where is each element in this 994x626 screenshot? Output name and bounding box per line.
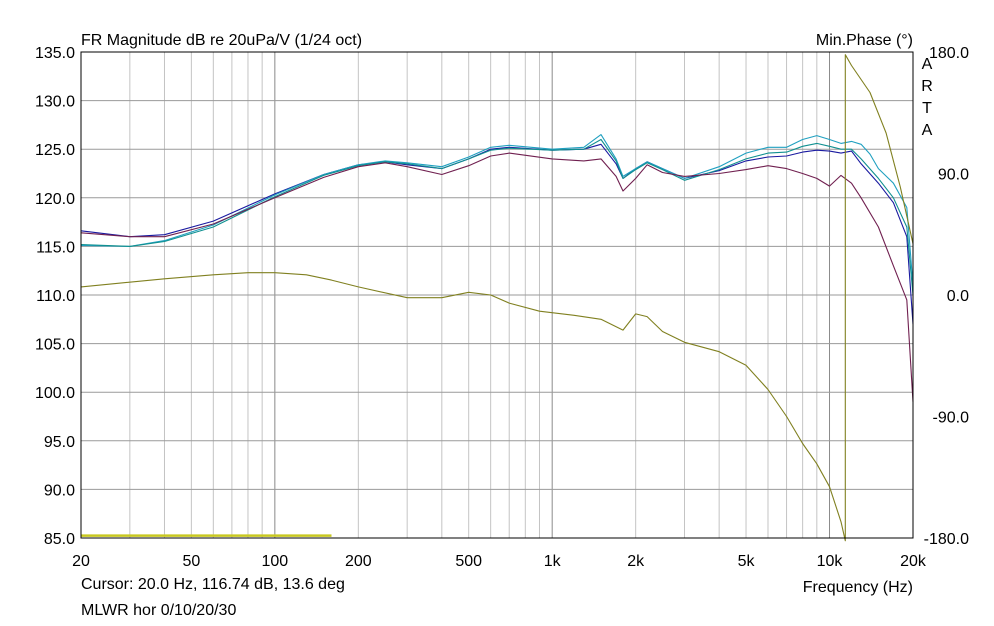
- watermark-letter: T: [922, 100, 932, 117]
- watermark-letter: R: [921, 78, 933, 95]
- y-tick-label: 105.0: [35, 337, 75, 354]
- watermark-letter: A: [922, 56, 933, 73]
- y-tick-label: 135.0: [35, 45, 75, 62]
- series-layer: [80, 54, 914, 542]
- series-line-2: [80, 134, 914, 286]
- y2-tick-label: 180.0: [929, 45, 969, 62]
- y2-tick-label: 0.0: [947, 288, 969, 305]
- watermark-letter: A: [922, 122, 933, 139]
- plot-frame: [80, 51, 914, 539]
- y-tick-label: 110.0: [36, 288, 75, 305]
- x-tick-label: 20: [72, 553, 90, 570]
- y2-tick-labels: 180.0 90.0 0.0 -90.0 -180.0: [924, 45, 969, 548]
- y2-tick-label: 90.0: [938, 167, 969, 184]
- x-tick-label: 1k: [544, 553, 562, 570]
- x-tick-label: 2k: [627, 553, 645, 570]
- y-tick-label: 95.0: [44, 434, 75, 451]
- x-tick-label: 100: [261, 553, 288, 570]
- y2-tick-label: -180.0: [924, 531, 969, 548]
- y-tick-label: 85.0: [44, 531, 75, 548]
- y-tick-label: 120.0: [35, 191, 75, 208]
- y-tick-label: 100.0: [35, 385, 75, 402]
- x-tick-label: 10k: [817, 553, 844, 570]
- y2-tick-label: -90.0: [933, 410, 970, 427]
- series-line-5: [80, 54, 914, 542]
- chart-title: FR Magnitude dB re 20uPa/V (1/24 oct): [81, 32, 362, 49]
- measurement-label: MLWR hor 0/10/20/30: [81, 602, 237, 619]
- x-axis-label: Frequency (Hz): [803, 579, 913, 596]
- x-tick-labels: 20 50 100 200 500 1k 2k 5k 10k 20k: [72, 553, 927, 570]
- y-tick-label: 115.0: [36, 239, 75, 256]
- series-line-3: [80, 138, 914, 296]
- x-tick-label: 50: [182, 553, 200, 570]
- y-tick-label: 130.0: [35, 94, 75, 111]
- grid: [80, 51, 914, 539]
- y-tick-labels: 135.0 130.0 125.0 120.0 115.0 110.0 105.0 100.0…: [35, 45, 75, 548]
- y-tick-label: 125.0: [35, 142, 75, 159]
- x-tick-label: 500: [455, 553, 482, 570]
- x-tick-label: 20k: [900, 553, 927, 570]
- series-line-4: [80, 152, 914, 402]
- right-axis-title: Min.Phase (°): [816, 32, 913, 49]
- x-tick-label: 200: [345, 553, 372, 570]
- cursor-readout: Cursor: 20.0 Hz, 116.74 dB, 13.6 deg: [81, 576, 345, 593]
- y-tick-label: 90.0: [44, 482, 75, 499]
- x-tick-label: 5k: [738, 553, 756, 570]
